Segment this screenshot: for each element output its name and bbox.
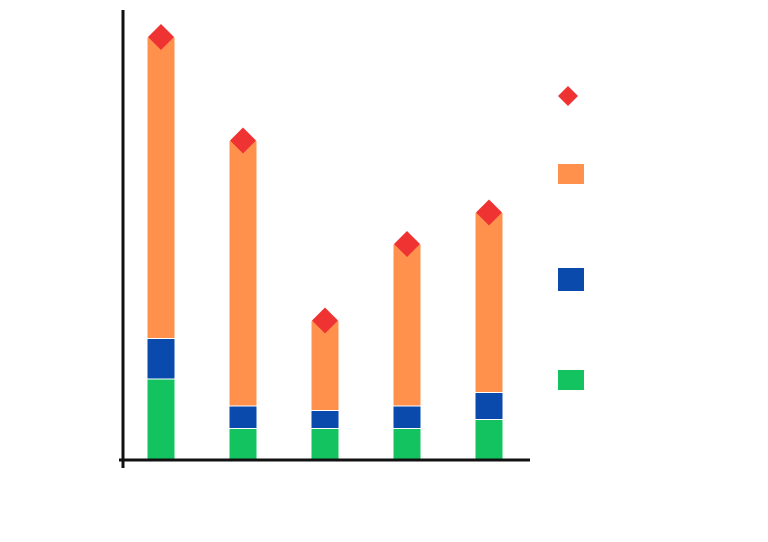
legend [558, 86, 584, 390]
bar-segment-series-1-category-5 [474, 419, 504, 461]
legend-swatch-3 [558, 370, 584, 390]
legend-swatch-2 [558, 268, 584, 291]
bar-segment-series-3-category-2 [228, 140, 258, 407]
bar-segment-series-3-category-4 [392, 243, 422, 407]
bar-segment-series-2-category-2 [228, 405, 258, 429]
legend-marker-diamond [558, 86, 578, 106]
bar-segment-series-3-category-3 [310, 320, 340, 411]
bar-segment-series-1-category-1 [146, 378, 176, 461]
diamond-marker-category-4 [394, 231, 420, 257]
bar-segment-series-2-category-4 [392, 405, 422, 429]
diamond-marker-category-5 [476, 199, 502, 226]
bar-segment-series-1-category-4 [392, 428, 422, 461]
diamond-marker-category-2 [230, 127, 256, 154]
bar-segment-series-3-category-5 [474, 212, 504, 393]
bar-segment-series-2-category-5 [474, 392, 504, 420]
bar-segment-series-3-category-1 [146, 36, 176, 339]
bar-segment-series-1-category-3 [310, 428, 340, 461]
diamond-marker-category-1 [148, 24, 174, 50]
legend-swatch-1 [558, 164, 584, 184]
plot-area [146, 24, 504, 461]
diamond-marker-category-3 [312, 307, 338, 334]
bar-segment-series-1-category-2 [228, 428, 258, 461]
bar-segment-series-2-category-3 [310, 410, 340, 429]
bar-segment-series-2-category-1 [146, 338, 176, 380]
